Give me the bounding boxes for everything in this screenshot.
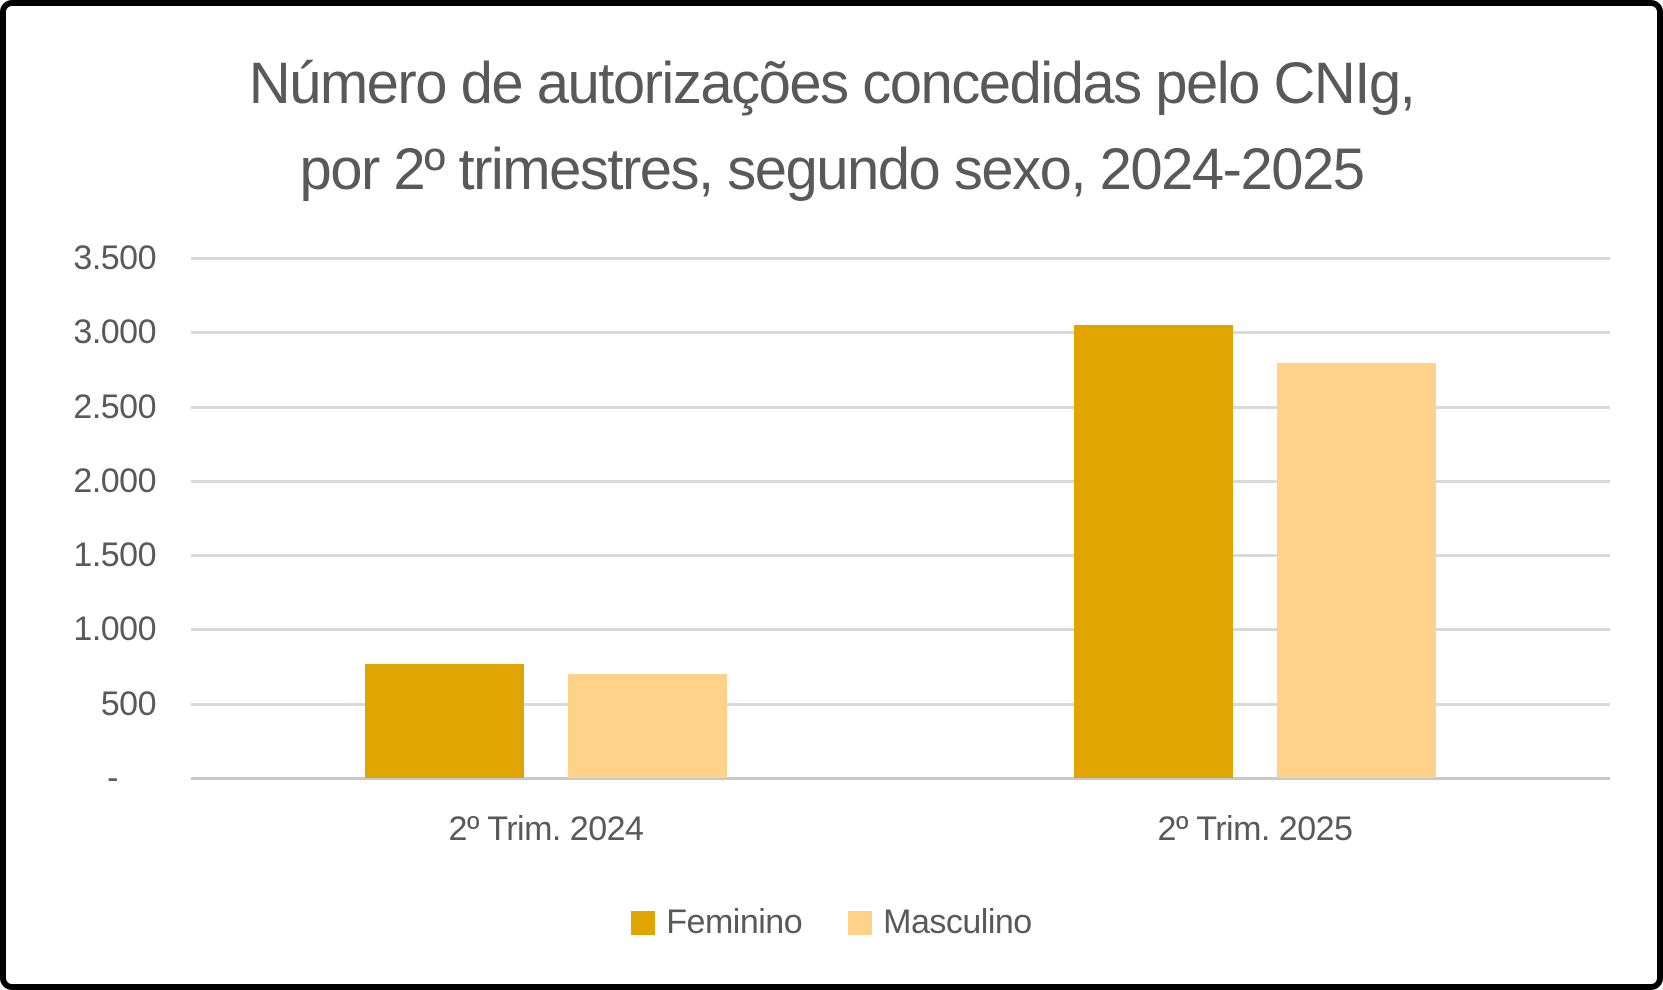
gridline-3500 — [191, 257, 1610, 260]
x-axis-category-label-2025: 2º Trim. 2025 — [1157, 810, 1353, 848]
gridline-2500 — [191, 406, 1610, 409]
bar-masculino-2024 — [568, 674, 727, 778]
y-axis-tick-label: 500 — [100, 685, 157, 723]
legend-item-masculino: Masculino — [848, 903, 1032, 942]
chart-title-line-2: por 2º trimestres, segundo sexo, 2024-20… — [299, 137, 1365, 202]
legend: Feminino Masculino — [6, 903, 1657, 942]
y-axis-tick-label: 1.000 — [73, 610, 156, 648]
y-axis-tick-label: 3.500 — [73, 239, 156, 277]
bar-masculino-2025 — [1277, 363, 1436, 778]
gridline-500 — [191, 703, 1610, 706]
legend-swatch-feminino — [631, 910, 656, 935]
y-axis-tick-label: 2.000 — [73, 462, 156, 500]
x-axis-category-label-2024: 2º Trim. 2024 — [448, 810, 644, 848]
legend-label: Masculino — [883, 903, 1032, 941]
bar-feminino-2024 — [365, 664, 524, 778]
chart-title: Número de autorizações concedidas pelo C… — [6, 41, 1657, 213]
legend-swatch-masculino — [848, 910, 873, 935]
gridline-3000 — [191, 331, 1610, 334]
bar-feminino-2025 — [1074, 325, 1233, 778]
chart-title-line-1: Número de autorizações concedidas pelo C… — [248, 51, 1416, 116]
legend-item-feminino: Feminino — [631, 903, 803, 942]
gridline-2000 — [191, 480, 1610, 483]
x-axis-line — [191, 777, 1610, 780]
legend-label: Feminino — [666, 903, 803, 941]
gridline-1000 — [191, 628, 1610, 631]
y-axis-tick-label: - — [107, 759, 118, 797]
y-axis-tick-label: 2.500 — [73, 388, 156, 426]
y-axis-tick-label: 3.000 — [73, 313, 156, 351]
y-axis-tick-label: 1.500 — [73, 536, 156, 574]
gridline-1500 — [191, 554, 1610, 557]
